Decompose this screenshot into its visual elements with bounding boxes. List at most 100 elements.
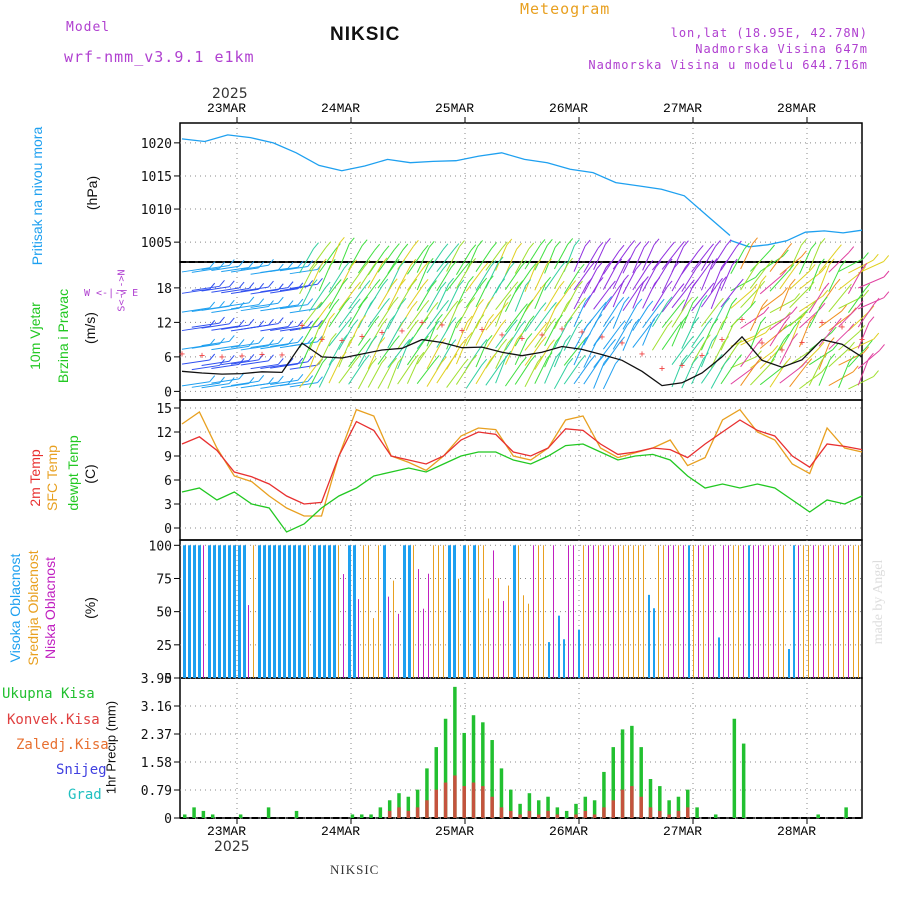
wind-barb-tick	[868, 305, 875, 313]
top-date-3: 26MAR	[549, 101, 589, 116]
y-tick-label: 3.16	[141, 700, 172, 715]
wind-barb-tick	[819, 237, 826, 245]
cloud-unit: (%)	[82, 597, 98, 619]
wind-barb	[367, 304, 385, 328]
wind-barb-tick	[711, 258, 718, 265]
wind-barb-tick	[506, 238, 513, 246]
precip-bar	[183, 814, 187, 818]
wind-barb-tick	[725, 239, 732, 247]
wind-barb-tick	[364, 280, 371, 287]
wind-barb	[553, 263, 569, 290]
wind-barb	[642, 266, 657, 292]
wind-barb-tick	[460, 338, 467, 346]
sfc-temp-line	[181, 408, 863, 517]
wind-barb-tick	[788, 264, 795, 271]
wind-barb-tick	[418, 351, 425, 359]
cloud-bar	[673, 545, 674, 678]
wind-barb-tick	[443, 300, 449, 307]
cloud-bar	[348, 545, 351, 678]
wind-barb	[377, 249, 395, 273]
wind-barb-tick	[574, 239, 580, 246]
wind-barb	[338, 265, 353, 292]
wind-barb-tick	[330, 332, 337, 340]
convective-bar	[667, 814, 671, 818]
wind-barb-tick	[546, 238, 553, 246]
precip-bar	[630, 725, 634, 818]
wind-barb-tick	[635, 262, 642, 270]
wind-barb	[563, 269, 580, 295]
cloud-bar	[793, 545, 795, 678]
wind-barb-tick	[268, 258, 274, 266]
precip-legend-total: Ukupna Kisa	[2, 686, 95, 702]
wind-barb-tick	[731, 297, 738, 305]
wind-barb-tick	[501, 356, 508, 363]
wind-barb-tick	[556, 314, 563, 322]
convective-bar	[527, 810, 532, 818]
wind-barb-tick	[238, 372, 245, 380]
wind-barb	[416, 340, 434, 365]
wind-barb	[838, 306, 859, 328]
bottom-year-label: 2025	[214, 839, 250, 855]
wind-barb-tick	[499, 278, 506, 285]
wind-barb	[201, 360, 230, 366]
cloud-bar	[763, 545, 764, 678]
bottom-date-2: 25MAR	[435, 824, 475, 839]
wind-barb-tick	[307, 320, 314, 328]
cloud-bar	[533, 545, 534, 678]
cloud-bar	[243, 545, 246, 678]
wind-barb-tick	[526, 333, 533, 340]
wind-barb	[201, 265, 230, 271]
wind-barb	[357, 363, 372, 390]
precip-bar	[490, 740, 494, 818]
convective-bar	[434, 789, 439, 818]
wind-barb-tick	[277, 375, 284, 383]
gust-marker: +	[259, 349, 265, 360]
wind-barb	[622, 304, 638, 330]
wind-barb	[279, 326, 308, 332]
wind-barb	[240, 383, 269, 389]
precip-legend-freezing: Zaledj.Kisa	[16, 737, 109, 753]
cloud-bar	[498, 578, 499, 678]
gust-marker: +	[579, 327, 585, 338]
wind-barb	[191, 382, 220, 388]
gust-marker: +	[459, 325, 465, 336]
wind-barb	[211, 378, 240, 384]
wind-barb-tick	[821, 354, 828, 361]
wind-barb-tick	[317, 302, 323, 309]
cloud-bar	[698, 545, 699, 678]
cloud-bar	[458, 578, 459, 678]
wind-barb-tick	[752, 361, 759, 368]
wind-barb	[191, 322, 220, 328]
cloud-bar	[568, 545, 569, 678]
cloud-bar	[593, 545, 594, 678]
wind-barb-tick	[520, 320, 526, 327]
cloud-bar	[643, 545, 644, 678]
wind-barb	[583, 307, 602, 331]
wind-barb	[759, 317, 786, 331]
wind-barb	[740, 343, 758, 368]
wind-barb	[270, 379, 298, 385]
wind-barb-tick	[585, 333, 591, 340]
wind-barb	[230, 342, 259, 348]
wind-barb	[221, 324, 249, 330]
wind-barb-tick	[238, 358, 245, 365]
convective-bar	[536, 814, 541, 818]
wind-barb	[338, 304, 356, 328]
wind-barb	[651, 264, 668, 290]
wind-barb-tick	[481, 358, 488, 366]
wind-barb	[406, 250, 424, 275]
wind-barb	[808, 360, 823, 386]
cloud-bar	[373, 618, 374, 678]
wind-barb-tick	[873, 332, 880, 340]
precip-legend-snow: Snijeg	[56, 762, 107, 778]
wind-barb	[308, 362, 323, 389]
top-date-1: 24MAR	[321, 101, 361, 116]
wind-barb-tick	[711, 334, 718, 342]
wind-barb	[857, 303, 875, 328]
cloud-bar	[548, 642, 550, 678]
gust-marker: +	[399, 326, 405, 337]
precip-bar	[359, 814, 364, 818]
wind-barb	[406, 285, 424, 309]
wind-barb-tick	[763, 306, 770, 314]
wind-barb-tick	[422, 278, 429, 286]
